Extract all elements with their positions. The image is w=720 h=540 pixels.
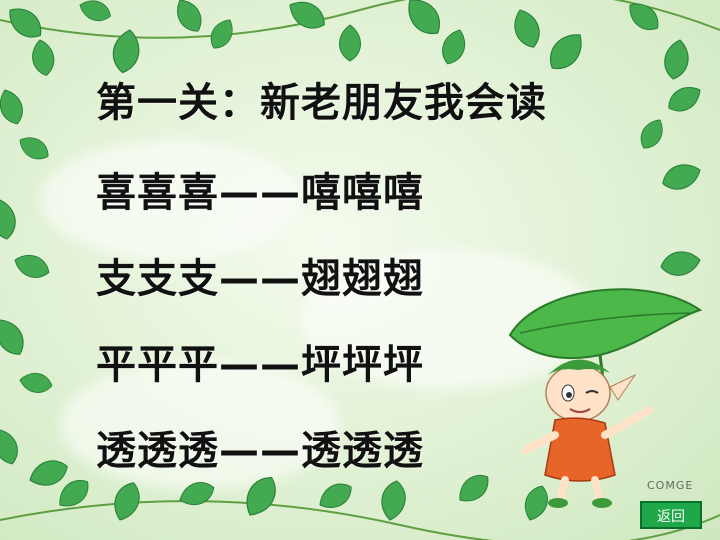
cloud-decoration (60, 360, 340, 490)
leaf-elf-character (508, 288, 703, 508)
back-button[interactable]: 返回 (640, 501, 702, 529)
reading-row: 透透透——透透透 (96, 428, 424, 474)
cloud-decoration (40, 140, 300, 260)
reading-row: 支支支——翅翅翅 (96, 256, 424, 302)
reading-row: 平平平——坪坪坪 (96, 342, 424, 388)
page-title: 第一关：新老朋友我会读 (96, 80, 547, 126)
comge-logo: COMGE (647, 479, 694, 492)
reading-row: 喜喜喜——嘻嘻嘻 (96, 170, 424, 216)
